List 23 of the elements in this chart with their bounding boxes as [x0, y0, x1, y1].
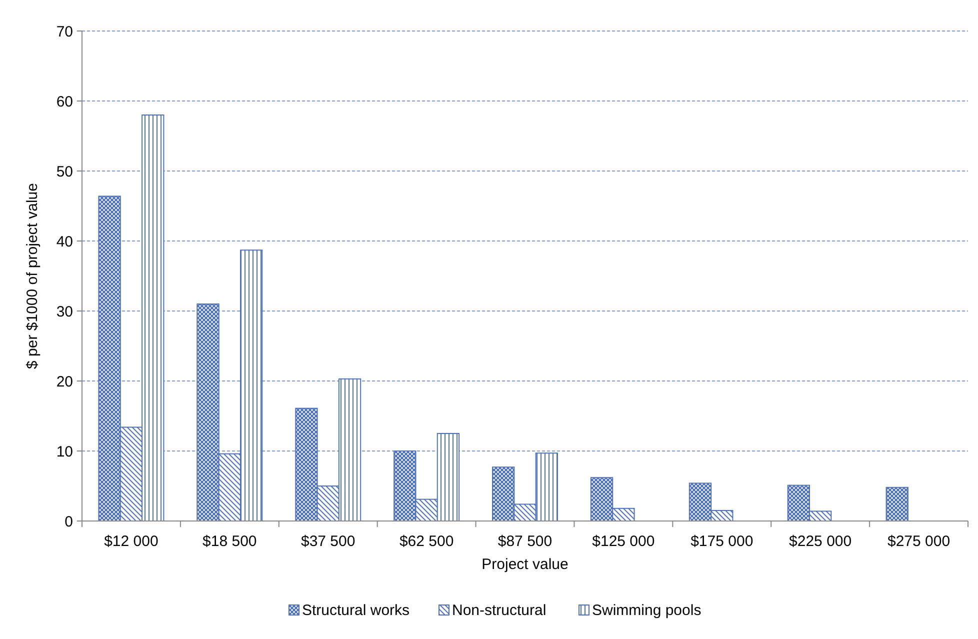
y-tick-label: 20 — [56, 373, 73, 390]
x-tick-label: $275 000 — [887, 533, 950, 550]
y-tick-label: 40 — [56, 233, 73, 250]
y-tick-label: 50 — [56, 163, 73, 180]
y-tick-label: 60 — [56, 93, 73, 110]
x-tick-label: $37 500 — [300, 533, 356, 550]
x-tick-label: $175 000 — [690, 533, 754, 550]
y-tick-label: 30 — [56, 303, 73, 320]
x-tick-label: $125 000 — [592, 533, 655, 550]
x-axis-title: Project value — [482, 556, 568, 573]
x-tick-label: $62 500 — [399, 533, 454, 550]
legend-label: Non-structural — [452, 602, 546, 619]
y-tick-label: 0 — [64, 513, 73, 530]
x-tick-label: $87 500 — [498, 533, 552, 550]
x-tick-label: $12 000 — [104, 533, 158, 550]
y-axis-title: $ per $1000 of project value — [24, 183, 41, 369]
bar — [886, 486, 908, 522]
legend-label: Structural works — [302, 602, 410, 619]
x-tick-label: $18 500 — [202, 533, 257, 550]
legend-label: Swimming pools — [592, 602, 702, 619]
y-tick-label: 70 — [56, 23, 73, 40]
x-tick-label: $225 000 — [789, 533, 852, 550]
y-tick-label: 10 — [56, 443, 73, 460]
